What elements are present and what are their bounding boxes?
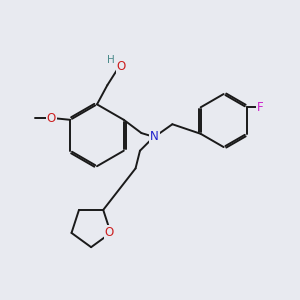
Text: N: N	[150, 130, 159, 142]
Text: O: O	[116, 60, 126, 73]
Text: O: O	[105, 226, 114, 239]
Text: F: F	[256, 101, 263, 114]
Text: O: O	[46, 112, 56, 125]
Text: H: H	[107, 55, 115, 64]
